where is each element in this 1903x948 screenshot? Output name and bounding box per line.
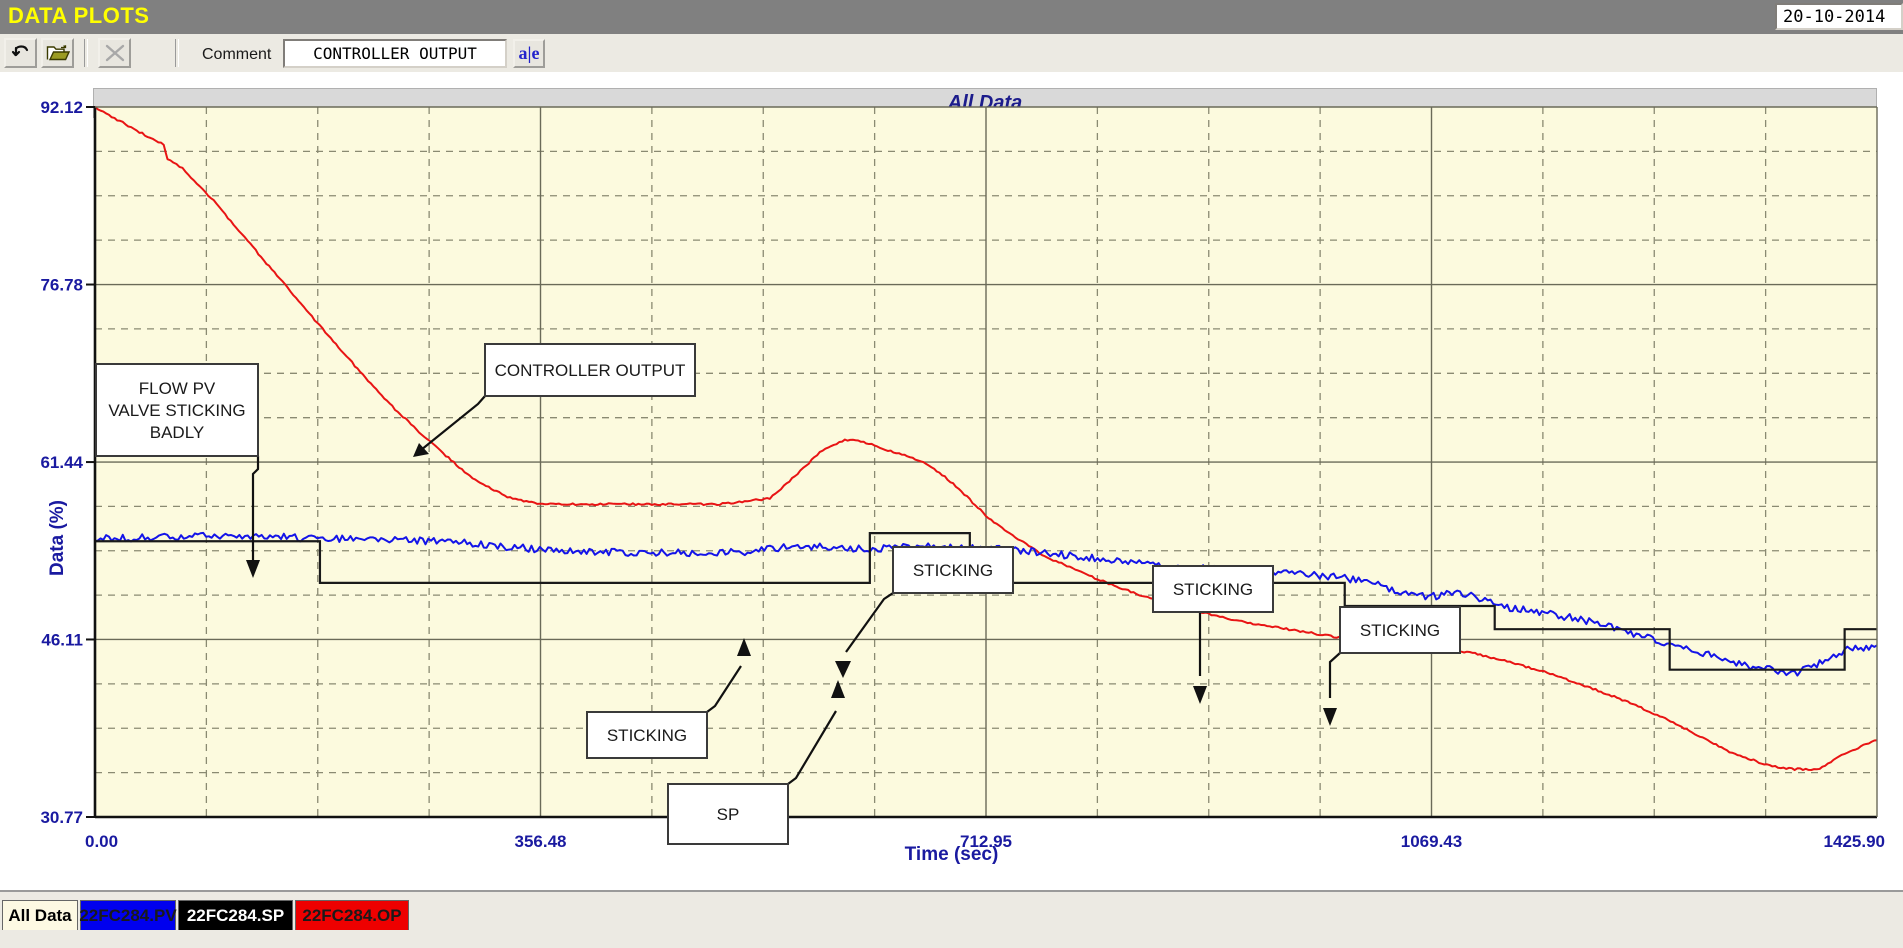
annotation-box-sticking-3[interactable]	[1152, 565, 1274, 613]
tab-22fc284-op[interactable]: 22FC284.OP	[295, 900, 409, 930]
undo-arrow-icon	[11, 44, 31, 62]
y-tick-label: 30.77	[40, 808, 83, 827]
tab-22fc284-sp[interactable]: 22FC284.SP	[178, 900, 293, 930]
annotation-box-controller-output[interactable]	[484, 343, 696, 397]
annotation-label: STICKING	[607, 726, 687, 745]
annotation-box-sticking-1[interactable]	[892, 546, 1014, 594]
toolbar-separator-2	[175, 39, 179, 67]
comment-label: Comment	[202, 46, 272, 63]
y-tick-label: 46.11	[41, 630, 83, 649]
annotation-label: STICKING	[1360, 621, 1440, 640]
date-field[interactable]: 20-10-2014	[1775, 3, 1903, 30]
toolbar-separator-1	[84, 39, 88, 67]
window-title-bar: DATA PLOTS 20-10-2014	[0, 0, 1903, 35]
annotation-label: CONTROLLER OUTPUT	[495, 361, 686, 380]
annotation-label: STICKING	[913, 561, 993, 580]
data-plot-chart[interactable]: 30.77 46.11 61.44 76.78 92.12 0.00 356.48 712.9…	[0, 72, 1903, 890]
annotation-box-sp[interactable]	[667, 783, 789, 845]
open-file-button[interactable]	[41, 38, 74, 68]
x-tick-label: 0.00	[85, 832, 118, 851]
x-axis-label: Time (sec)	[904, 844, 999, 865]
y-tick-label: 92.12	[40, 98, 83, 117]
comment-input[interactable]: CONTROLLER OUTPUT	[283, 39, 507, 68]
tab-all-data[interactable]: All Data	[2, 900, 78, 930]
x-tick-label: 1069.43	[1401, 832, 1462, 851]
y-tick-label: 61.44	[40, 453, 83, 472]
app-title: DATA PLOTS	[8, 3, 150, 28]
close-x-icon	[104, 43, 126, 63]
annotation-label: SP	[717, 805, 740, 824]
y-tick-label: 76.78	[40, 276, 83, 295]
x-tick-label: 712.95	[960, 832, 1012, 851]
annotation-label: STICKING	[1173, 580, 1253, 599]
annotation-label: BADLY	[150, 423, 205, 442]
annotation-label: FLOW PV	[139, 379, 216, 398]
annotation-box-sticking-4[interactable]	[1339, 606, 1461, 654]
tab-22fc284-pv[interactable]: 22FC284.PV	[79, 900, 177, 930]
plot-container: All Data Data (%) Time (sec) 30.77 46.11 6…	[0, 72, 1903, 890]
x-tick-label: 356.48	[515, 832, 567, 851]
edit-annotation-button[interactable]: a|e	[513, 39, 545, 68]
toolbar: Comment CONTROLLER OUTPUT a|e	[0, 34, 1903, 73]
annotation-box-flow-pv[interactable]	[95, 363, 259, 457]
undo-button[interactable]	[4, 38, 37, 68]
close-button[interactable]	[98, 38, 131, 68]
series-tab-strip: All Data 22FC284.PV 22FC284.SP 22FC284.O…	[0, 890, 1903, 948]
text-edit-icon: a|e	[518, 43, 540, 63]
annotation-box-sticking-2[interactable]	[586, 711, 708, 759]
x-tick-label: 1425.90	[1824, 832, 1885, 851]
open-folder-icon	[46, 43, 70, 63]
annotation-label: VALVE STICKING	[108, 401, 245, 420]
